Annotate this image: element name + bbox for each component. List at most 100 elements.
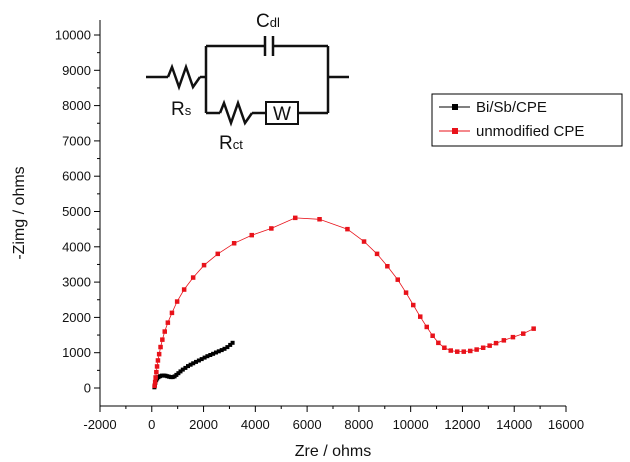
y-tick-label: 5000 bbox=[62, 204, 91, 219]
data-point bbox=[155, 358, 161, 363]
data-point bbox=[418, 314, 423, 319]
y-tick-label: 9000 bbox=[62, 63, 91, 78]
x-tick-label: 6000 bbox=[293, 417, 322, 432]
data-point bbox=[531, 326, 536, 331]
circuit-label-cdl: Cdl bbox=[256, 11, 280, 32]
data-point bbox=[178, 369, 183, 374]
data-point bbox=[191, 361, 196, 366]
data-point bbox=[186, 364, 190, 369]
data-point bbox=[448, 348, 453, 353]
data-point bbox=[154, 369, 159, 375]
y-tick-label: 0 bbox=[84, 381, 91, 396]
data-point bbox=[317, 217, 322, 222]
data-point bbox=[411, 302, 416, 308]
data-point bbox=[196, 358, 201, 363]
data-point bbox=[194, 359, 198, 364]
series-line bbox=[154, 217, 534, 386]
data-point bbox=[202, 355, 207, 360]
data-point bbox=[436, 340, 441, 346]
data-point bbox=[215, 251, 220, 257]
y-axis-label: -Zimg / ohms bbox=[11, 166, 28, 259]
data-point bbox=[162, 329, 167, 334]
circuit-labels: Cdl Rs Rct W bbox=[171, 11, 291, 154]
y-tick-label: 7000 bbox=[62, 133, 91, 148]
data-point bbox=[201, 262, 207, 268]
data-point bbox=[219, 348, 224, 353]
equivalent-circuit bbox=[146, 36, 349, 127]
circuit-label-rct: Rct bbox=[219, 133, 243, 154]
x-tick-label: 16000 bbox=[548, 417, 584, 432]
data-point bbox=[169, 310, 175, 316]
y-tick-label: 6000 bbox=[62, 169, 91, 184]
data-point bbox=[395, 277, 400, 282]
data-point bbox=[152, 383, 157, 389]
x-tick-label: 14000 bbox=[496, 417, 532, 432]
data-point bbox=[269, 226, 274, 231]
series-bi-sb-cpe bbox=[152, 340, 235, 390]
x-tick-label: 12000 bbox=[444, 417, 480, 432]
data-point bbox=[480, 345, 486, 350]
data-point bbox=[501, 338, 507, 343]
data-point bbox=[156, 351, 162, 357]
legend-box bbox=[431, 93, 623, 147]
circuit-label-rs: Rs bbox=[171, 99, 192, 120]
data-point bbox=[216, 349, 221, 354]
data-point bbox=[222, 346, 227, 351]
data-point bbox=[461, 349, 466, 354]
legend-marker-bi-sb-cpe bbox=[452, 104, 458, 110]
data-point bbox=[345, 226, 350, 232]
data-point bbox=[374, 251, 380, 257]
y-tick-label: 3000 bbox=[62, 275, 91, 290]
y-tick-label: 2000 bbox=[62, 310, 91, 325]
data-point bbox=[176, 371, 181, 376]
x-tick-label: 2000 bbox=[189, 417, 218, 432]
data-point bbox=[158, 344, 163, 350]
data-point bbox=[160, 337, 165, 342]
data-point bbox=[424, 324, 429, 330]
data-point bbox=[165, 320, 171, 325]
data-point bbox=[493, 340, 499, 346]
y-ticks: 0 1000 2000 3000 4000 5000 6000 7000 8000 9000 100… bbox=[55, 28, 100, 396]
data-point bbox=[208, 353, 213, 357]
data-point bbox=[152, 379, 158, 385]
resistor-rs bbox=[166, 63, 202, 91]
data-point bbox=[214, 350, 218, 355]
data-point bbox=[230, 340, 235, 345]
data-point bbox=[442, 345, 447, 350]
data-point bbox=[205, 354, 210, 359]
data-point bbox=[487, 343, 492, 348]
x-axis-label: Zre / ohms bbox=[295, 443, 371, 460]
data-point bbox=[521, 331, 526, 336]
x-tick-label: 10000 bbox=[393, 417, 429, 432]
data-point bbox=[153, 375, 158, 380]
circuit-label-w: W bbox=[273, 104, 291, 125]
legend-label-bi-sb-cpe: Bi/Sb/CPE bbox=[476, 99, 547, 116]
y-tick-label: 1000 bbox=[62, 345, 91, 360]
data-point bbox=[190, 275, 196, 280]
data-point bbox=[293, 215, 298, 221]
legend-marker-unmodified-cpe bbox=[452, 128, 458, 134]
data-point bbox=[154, 364, 160, 369]
series-layer bbox=[152, 215, 536, 390]
data-point bbox=[231, 241, 237, 246]
data-point bbox=[468, 348, 473, 354]
legend: Bi/Sb/CPE unmodified CPE bbox=[431, 93, 623, 147]
series-unmodified-cpe bbox=[152, 215, 536, 389]
data-point bbox=[225, 345, 230, 350]
data-point bbox=[174, 299, 180, 304]
data-point bbox=[455, 349, 460, 354]
data-point bbox=[180, 367, 185, 372]
y-tick-label: 10000 bbox=[55, 28, 91, 43]
x-tick-label: -2000 bbox=[83, 417, 116, 432]
data-point bbox=[199, 357, 204, 362]
x-ticks: -2000 0 2000 4000 6000 8000 10000 12000 14000 160… bbox=[83, 406, 584, 432]
x-tick-label: 0 bbox=[148, 417, 155, 432]
data-point bbox=[188, 362, 193, 367]
data-point bbox=[430, 333, 435, 338]
data-point bbox=[403, 290, 409, 295]
data-point bbox=[183, 365, 188, 370]
y-tick-label: 4000 bbox=[62, 239, 91, 254]
data-point bbox=[249, 232, 254, 238]
x-tick-label: 8000 bbox=[344, 417, 373, 432]
